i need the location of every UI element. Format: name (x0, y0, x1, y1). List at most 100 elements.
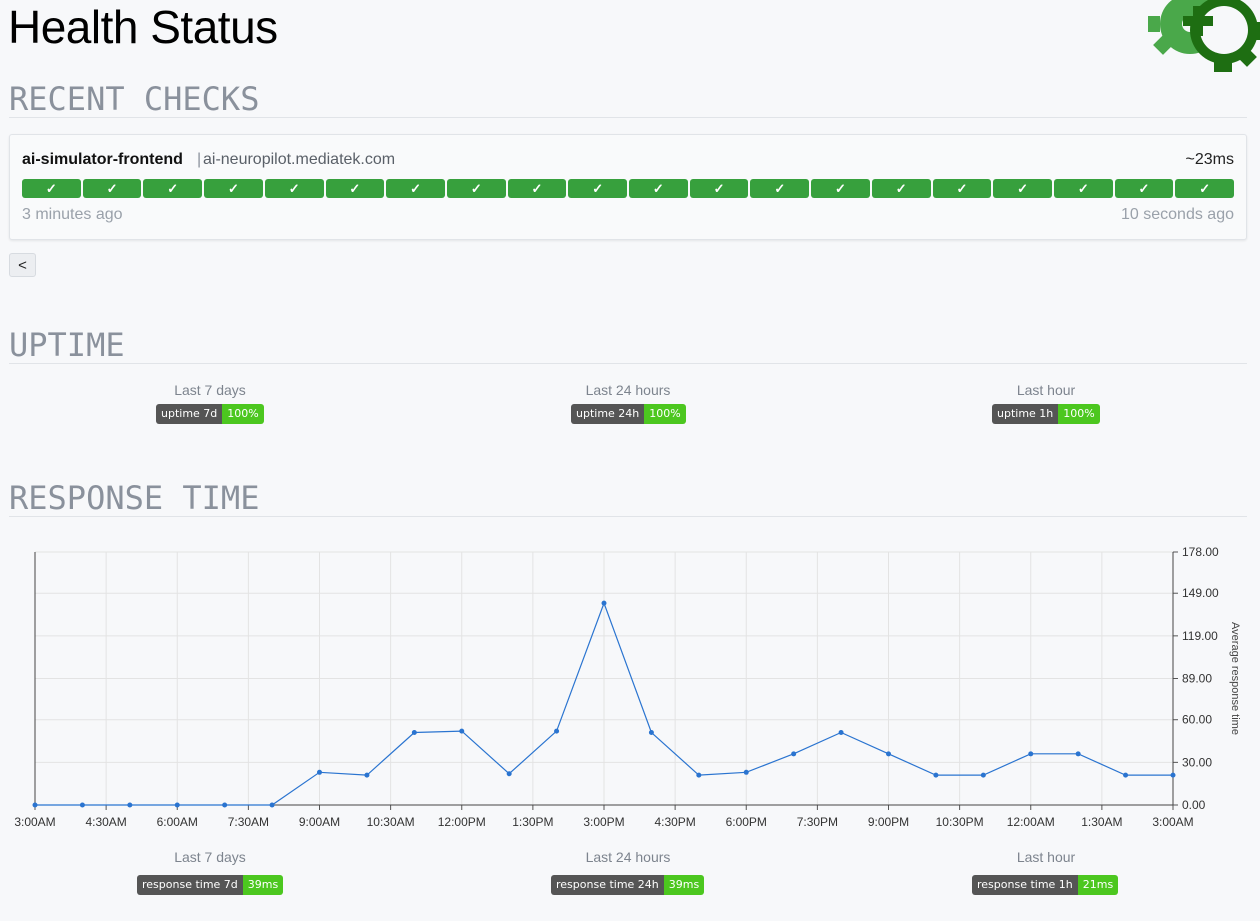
check-ok-item[interactable]: ✓ (1114, 179, 1174, 198)
data-point (1170, 772, 1176, 778)
data-point (648, 730, 654, 736)
data-point (791, 751, 797, 757)
data-point (411, 730, 417, 736)
x-tick-label: 9:00AM (299, 815, 340, 829)
x-tick-label: 3:00AM (1152, 815, 1193, 829)
data-point (743, 769, 749, 775)
badge-value: 39ms (242, 875, 284, 895)
data-point (554, 728, 560, 734)
response-time-chart: 3:00AM 4:30AM 6:00AM 7:30AM 9:00AM 10:30AM 12:… (14, 545, 1241, 829)
data-point (174, 802, 180, 808)
uptime-7d-caption: Last 7 days (174, 382, 246, 398)
badge-value: 39ms (663, 875, 705, 895)
response-7d-badge[interactable]: response time 7d 39ms (137, 875, 284, 895)
y-tick-label: 0.00 (1182, 798, 1206, 812)
data-point (364, 772, 370, 778)
data-point (459, 728, 465, 734)
y-tick-label: 149.00 (1182, 586, 1219, 600)
check-ok-item[interactable]: ✓ (993, 179, 1052, 198)
data-point (933, 772, 939, 778)
check-ok-item[interactable]: ✓ (386, 179, 445, 198)
section-divider (9, 363, 1247, 364)
uptime-heading: UPTIME (9, 326, 125, 364)
data-point (980, 772, 986, 778)
data-point (696, 772, 702, 778)
check-ok-item[interactable]: ✓ (811, 179, 870, 198)
response-1h-badge[interactable]: response time 1h 21ms (972, 875, 1119, 895)
check-ok-item[interactable]: ✓ (629, 179, 688, 198)
y-tick-label: 60.00 (1182, 713, 1212, 727)
recent-checks-heading: RECENT CHECKS (9, 80, 260, 118)
data-point (127, 802, 133, 808)
data-point (1028, 751, 1034, 757)
check-ok-item[interactable]: ✓ (568, 179, 628, 198)
service-name: ai-simulator-frontend (22, 151, 183, 168)
x-tick-label: 4:30AM (85, 815, 126, 829)
uptime-1h-caption: Last hour (1016, 382, 1076, 398)
check-ok-item[interactable]: ✓ (689, 179, 749, 198)
response-24h-caption: Last 24 hours (585, 849, 671, 865)
y-tick-label: 30.00 (1182, 755, 1212, 769)
x-tick-label: 6:00AM (157, 815, 198, 829)
data-point (601, 600, 607, 606)
data-point (79, 802, 85, 808)
check-ok-item[interactable]: ✓ (871, 179, 931, 198)
service-separator: | (197, 151, 202, 168)
x-tick-label: 10:30PM (936, 815, 984, 829)
uptime-24h-badge[interactable]: uptime 24h 100% (571, 404, 686, 424)
data-point (838, 730, 844, 736)
badge-value: 100% (222, 404, 264, 424)
data-point (886, 751, 891, 757)
service-latency: ~23ms (1185, 151, 1234, 168)
uptime-1h-badge[interactable]: uptime 1h 100% (992, 404, 1100, 424)
data-point (1075, 751, 1081, 757)
y-tick-label: 89.00 (1182, 672, 1212, 686)
x-tick-label: 12:00PM (438, 815, 486, 829)
check-ok-item[interactable]: ✓ (750, 179, 810, 198)
uptime-24h-caption: Last 24 hours (585, 382, 671, 398)
data-point (269, 802, 275, 808)
uptime-7d-badge[interactable]: uptime 7d 100% (156, 404, 264, 424)
badge-label: response time 24h (551, 875, 664, 895)
check-ok-item[interactable]: ✓ (932, 179, 992, 198)
x-tick-label: 6:00PM (726, 815, 767, 829)
service-host: ai-neuropilot.mediatek.com (203, 151, 396, 168)
x-tick-label: 9:00PM (868, 815, 909, 829)
data-point (317, 769, 322, 775)
plus-icon (1183, 6, 1213, 36)
data-point (32, 802, 38, 808)
check-ok-item[interactable]: ✓ (264, 179, 324, 198)
check-ok-item[interactable]: ✓ (1053, 179, 1113, 198)
x-tick-label: 4:30PM (654, 815, 695, 829)
x-tick-label: 7:30AM (228, 815, 269, 829)
check-ok-item[interactable]: ✓ (325, 179, 385, 198)
check-ok-item[interactable]: ✓ (143, 179, 203, 198)
check-ok-item[interactable]: ✓ (204, 179, 263, 198)
x-tick-label: 1:30AM (1081, 815, 1122, 829)
section-divider (9, 117, 1247, 118)
x-tick-label: 3:00AM (14, 815, 55, 829)
data-point (1123, 772, 1129, 778)
check-ok-item[interactable]: ✓ (446, 179, 506, 198)
check-ok-item[interactable]: ✓ (507, 179, 567, 198)
response-24h-badge[interactable]: response time 24h 39ms (551, 875, 705, 895)
y-tick-label: 178.00 (1182, 545, 1219, 559)
y-tick-label: 119.00 (1182, 629, 1218, 643)
x-tick-label: 12:00AM (1007, 815, 1055, 829)
badge-label: uptime 7d (156, 404, 223, 424)
badge-value: 21ms (1077, 875, 1119, 895)
check-ok-item[interactable]: ✓ (82, 179, 142, 198)
x-tick-label: 1:30PM (512, 815, 553, 829)
oldest-check-time: 3 minutes ago (22, 206, 123, 223)
badge-label: uptime 1h (992, 404, 1059, 424)
previous-page-button[interactable]: < (9, 253, 36, 277)
check-ok-item[interactable]: ✓ (1175, 179, 1235, 198)
section-divider (9, 516, 1247, 517)
newest-check-time: 10 seconds ago (1121, 206, 1234, 223)
check-history: ✓ ✓ ✓ ✓ ✓ ✓ ✓ ✓ ✓ ✓ ✓ ✓ ✓ ✓ ✓ ✓ ✓ ✓ ✓ ✓ (22, 179, 1235, 198)
response-time-heading: RESPONSE TIME (9, 479, 260, 517)
badge-value: 100% (644, 404, 686, 424)
badge-label: uptime 24h (571, 404, 645, 424)
check-ok-item[interactable]: ✓ (22, 179, 81, 198)
service-card: ai-simulator-frontend | ai-neuropilot.me… (9, 134, 1247, 240)
